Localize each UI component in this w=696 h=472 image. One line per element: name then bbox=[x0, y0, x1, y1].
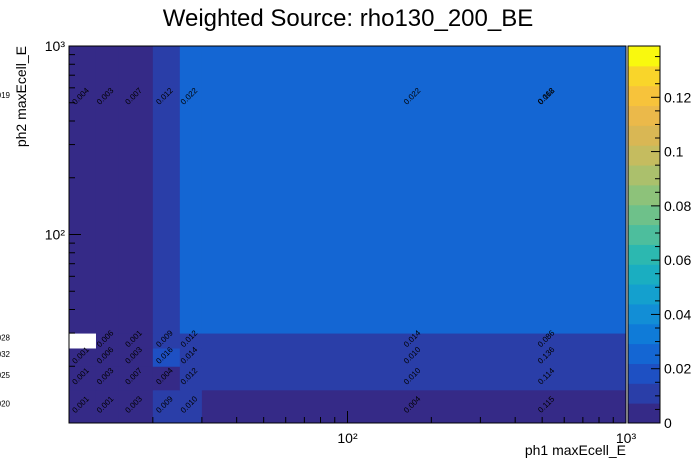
colorbar-segment bbox=[628, 403, 660, 424]
colorbar-tick-label: 0.12 bbox=[664, 89, 691, 105]
heatmap-cell bbox=[179, 347, 203, 367]
heatmap-cell bbox=[95, 46, 119, 334]
heatmap-cell bbox=[201, 333, 627, 349]
colorbar-segment bbox=[628, 363, 660, 384]
colorbar-segment bbox=[628, 264, 660, 285]
colorbar-segment bbox=[628, 46, 660, 67]
heatmap-cell bbox=[118, 347, 154, 367]
heatmap-cell bbox=[201, 366, 627, 391]
colorbar-segment bbox=[628, 284, 660, 305]
colorbar-tick-label: 0.1 bbox=[664, 144, 684, 160]
y-tick-label: 10² bbox=[45, 227, 66, 243]
heatmap-cell bbox=[179, 333, 203, 349]
y-axis-label: ph2 maxEcell_E bbox=[13, 46, 29, 147]
heatmap-cell bbox=[179, 46, 203, 334]
heatmap-cell bbox=[118, 366, 154, 391]
heatmap-cell bbox=[69, 389, 97, 424]
heatmap-cell bbox=[152, 366, 181, 391]
heatmap-cell bbox=[69, 333, 97, 349]
x-axis-label: ph1 maxEcell_E bbox=[525, 442, 626, 458]
heatmap-cell bbox=[152, 347, 181, 367]
heatmap-cell bbox=[69, 347, 97, 367]
colorbar-tick-label: 0.02 bbox=[664, 361, 691, 377]
x-tick-label: 10² bbox=[337, 430, 358, 446]
colorbar-segment bbox=[628, 323, 660, 345]
heatmap-cell bbox=[69, 366, 97, 391]
cell-value-label: 0.020 bbox=[0, 399, 11, 408]
heatmap-cell bbox=[152, 46, 181, 334]
cell-value-label: 0.019 bbox=[0, 91, 11, 100]
y-tick-label: 10³ bbox=[45, 38, 66, 54]
heatmap-cell bbox=[95, 333, 119, 349]
colorbar-segment bbox=[628, 165, 660, 186]
colorbar-segment bbox=[628, 145, 660, 166]
x-tick-label: 10³ bbox=[616, 430, 637, 446]
heatmap-cell bbox=[118, 46, 154, 334]
heatmap-cell bbox=[179, 389, 203, 424]
colorbar-segment bbox=[628, 125, 660, 146]
heatmap-cell bbox=[118, 333, 154, 349]
colorbar-segment bbox=[628, 204, 660, 226]
heatmap-cell bbox=[179, 366, 203, 391]
cell-value-label: 0.025 bbox=[0, 371, 11, 380]
colorbar-segment bbox=[628, 244, 660, 265]
chart-title: Weighted Source: rho130_200_BE bbox=[163, 5, 534, 32]
colorbar-segment bbox=[628, 343, 660, 364]
colorbar-tick-label: 0.06 bbox=[664, 252, 691, 268]
axes: 10² 10³ 10² 10³ bbox=[45, 38, 637, 446]
colorbar-segment bbox=[628, 105, 660, 126]
heatmap-cell bbox=[95, 366, 119, 391]
heatmap-cell bbox=[152, 333, 181, 349]
heatmap-cells: 0.0010.0010.0030.0090.0100.0040.0200.115… bbox=[0, 46, 627, 424]
colorbar: 0 0.02 0.04 0.06 0.08 0.1 0.12 bbox=[627, 45, 691, 431]
colorbar-tick-label: 0.08 bbox=[664, 198, 691, 214]
heatmap-cell bbox=[95, 347, 119, 367]
cell-value-label: 0.028 bbox=[0, 334, 11, 343]
cell-value-label: 0.032 bbox=[0, 350, 11, 359]
heatmap-cell bbox=[152, 389, 181, 424]
colorbar-segment bbox=[628, 383, 660, 404]
colorbar-tick-label: 0.04 bbox=[664, 306, 691, 322]
colorbar-segment bbox=[628, 85, 660, 107]
heatmap-cell bbox=[201, 389, 627, 424]
colorbar-segment bbox=[628, 184, 660, 206]
heatmap-cell bbox=[201, 46, 627, 334]
colorbar-tick-label: 0 bbox=[664, 415, 672, 431]
heatmap-cell bbox=[201, 347, 627, 367]
colorbar-segment bbox=[628, 224, 660, 245]
heatmap-cell bbox=[95, 389, 119, 424]
heatmap-cell bbox=[118, 389, 154, 424]
colorbar-frame bbox=[627, 45, 661, 424]
colorbar-segment bbox=[628, 303, 660, 325]
colorbar-segment bbox=[628, 65, 660, 87]
heatmap-cell bbox=[69, 46, 97, 334]
